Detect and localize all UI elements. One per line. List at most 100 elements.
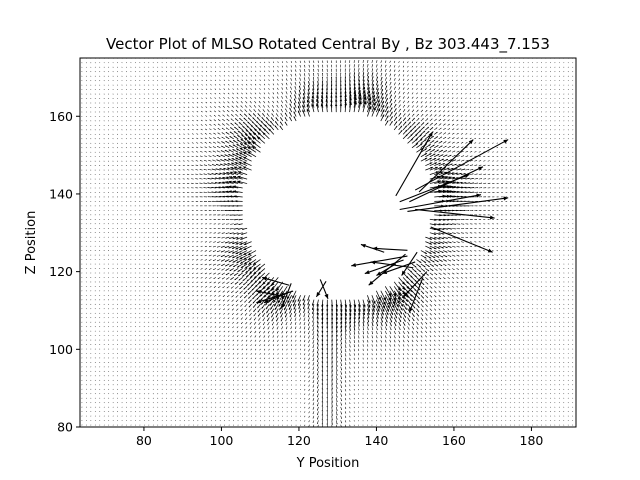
vector-shaft <box>510 371 511 372</box>
vector-shaft <box>568 425 569 426</box>
vector-shaft <box>131 402 132 403</box>
vector-arrow-980 <box>492 389 493 390</box>
vector-arrow-1095 <box>510 385 511 386</box>
vector-arrow-236 <box>144 416 145 417</box>
vector-shaft <box>140 385 141 386</box>
vector-arrow-1682 <box>157 358 158 359</box>
vector-arrow-1648 <box>501 362 502 363</box>
vector-arrow-1538 <box>506 367 507 368</box>
vector-arrow-1100 <box>532 385 533 386</box>
vector-arrow-989 <box>532 389 533 390</box>
vector-arrow-460 <box>153 407 154 408</box>
vector-arrow-456 <box>135 407 136 408</box>
vector-shaft <box>140 411 141 412</box>
vector-shaft <box>153 385 154 386</box>
vector-shaft <box>523 402 524 403</box>
vector-arrow-763 <box>514 398 515 399</box>
vector-shaft <box>149 389 150 390</box>
vector-arrow-457 <box>140 407 141 408</box>
vector-shaft <box>523 376 524 377</box>
vector-shaft <box>559 425 560 426</box>
vector-shaft <box>506 362 507 363</box>
vector-shaft <box>501 362 502 363</box>
vector-arrow-1207 <box>514 380 515 381</box>
vector-shaft <box>144 398 145 399</box>
vector-arrow-871 <box>501 394 502 395</box>
vector-arrow-327 <box>550 416 551 417</box>
vector-shaft <box>153 398 154 399</box>
vector-shaft <box>506 398 507 399</box>
vector-shaft <box>523 398 524 399</box>
vector-arrow-106 <box>555 425 556 426</box>
vector-shaft <box>514 371 515 372</box>
vector-arrow-907 <box>166 389 167 390</box>
vector-shaft <box>537 416 538 417</box>
vector-shaft <box>506 358 507 359</box>
vector-arrow-120 <box>122 420 123 421</box>
vector-arrow-1125 <box>149 380 150 381</box>
vector-arrow-1127 <box>157 380 158 381</box>
vector-arrow-909 <box>175 389 176 390</box>
vector-arrow-1318 <box>514 376 515 377</box>
vector-arrow-764 <box>519 398 520 399</box>
vector-shaft <box>555 407 556 408</box>
vector-shaft <box>166 389 167 390</box>
vector-shaft <box>153 380 154 381</box>
vector-shaft <box>519 376 520 377</box>
vector-shaft <box>568 420 569 421</box>
vector-arrow-1093 <box>501 385 502 386</box>
vector-arrow-1239 <box>162 376 163 377</box>
vector-shaft <box>501 376 502 377</box>
vector-shaft <box>153 371 154 372</box>
vector-shaft <box>506 353 507 354</box>
vector-arrow-1541 <box>519 367 520 368</box>
vector-arrow-681 <box>149 398 150 399</box>
vector-shaft <box>528 407 529 408</box>
vector-arrow-2093 <box>506 344 507 345</box>
vector-shaft <box>144 389 145 390</box>
vector-arrow-1209 <box>523 380 524 381</box>
vector-shaft <box>564 416 565 417</box>
vector-arrow-571 <box>153 402 154 403</box>
vector-arrow-1099 <box>528 385 529 386</box>
vector-arrow-103 <box>541 425 542 426</box>
vector-shaft <box>144 385 145 386</box>
vector-shaft <box>135 385 136 386</box>
vector-shaft <box>113 416 114 417</box>
vector-arrow-1094 <box>506 385 507 386</box>
vector-shaft <box>131 416 132 417</box>
vector-arrow-797 <box>171 394 172 395</box>
vector-arrow-879 <box>537 394 538 395</box>
vector-arrow-438 <box>550 411 551 412</box>
vector-arrow-1128 <box>162 380 163 381</box>
vector-arrow-911 <box>184 389 185 390</box>
vector-shaft <box>519 398 520 399</box>
vector-shaft <box>532 416 533 417</box>
vector-arrow-347 <box>144 411 145 412</box>
vector-shaft <box>126 420 127 421</box>
vector-arrow-349 <box>153 411 154 412</box>
vector-arrow-1238 <box>157 376 158 377</box>
vector-shaft <box>166 394 167 395</box>
vector-shaft <box>532 394 533 395</box>
vector-shaft <box>497 385 498 386</box>
vector-arrow-123 <box>135 420 136 421</box>
vector-arrow-454 <box>126 407 127 408</box>
vector-arrow-768 <box>537 398 538 399</box>
vector-arrow-900 <box>135 389 136 390</box>
vector-shaft <box>506 371 507 372</box>
vector-shaft <box>157 358 158 359</box>
vector-arrow-791 <box>144 394 145 395</box>
vector-arrow-978 <box>483 389 484 390</box>
vector-arrow-104 <box>546 425 547 426</box>
vector-shaft <box>501 385 502 386</box>
vector-arrow-877 <box>528 394 529 395</box>
vector-arrow-902 <box>144 389 145 390</box>
vector-shaft <box>122 420 123 421</box>
vector-arrow-1571 <box>157 362 158 363</box>
vector-shaft <box>510 358 511 359</box>
vector-shaft <box>108 416 109 417</box>
vector-shaft <box>501 367 502 368</box>
vector-shaft <box>104 425 105 426</box>
